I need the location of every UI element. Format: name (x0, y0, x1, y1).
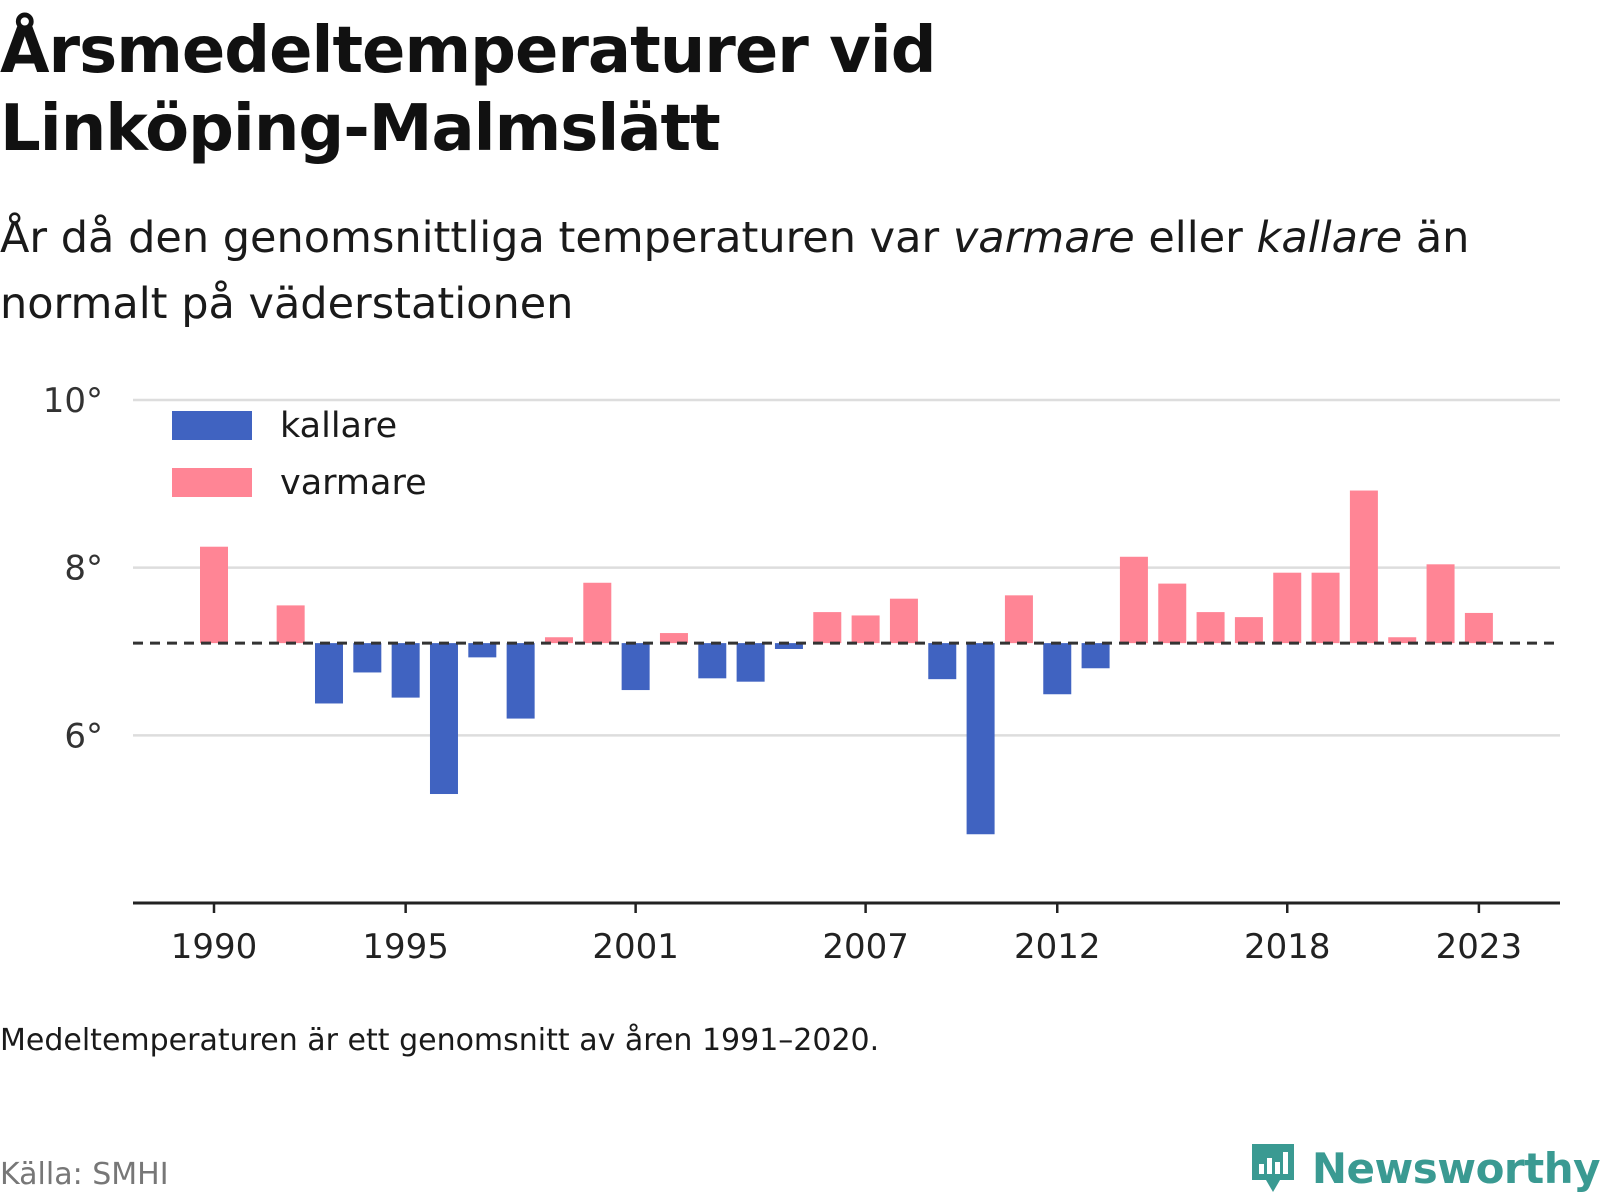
bar-warm (1158, 583, 1187, 644)
subtitle-text-middle: eller (1134, 213, 1257, 263)
subtitle-text-end: än normalt på väderstationen (0, 213, 1470, 329)
bar-warm (544, 637, 573, 644)
bar-warm (1273, 572, 1302, 644)
x-tick-label: 2001 (592, 927, 679, 967)
legend-swatch-varmare (172, 468, 252, 497)
bar-warm (1464, 612, 1493, 644)
bars (200, 490, 1493, 835)
grid-lines (133, 398, 1560, 737)
chart-title: Årsmedeltemperaturer vid Linköping-Malms… (0, 14, 937, 166)
x-tick-label: 1995 (362, 927, 449, 967)
y-tick-label: 6° (64, 716, 103, 756)
footnote: Medeltemperaturen är ett genomsnitt av å… (0, 1023, 880, 1058)
y-tick-label: 10° (43, 381, 103, 421)
bar-cold (774, 643, 803, 649)
bar-warm (1388, 637, 1417, 644)
x-tick-label: 2023 (1436, 927, 1523, 967)
subtitle-text-start: År då den genomsnittliga temperaturen va… (0, 213, 953, 263)
legend-swatch-kallare (172, 411, 252, 440)
x-tick-label: 2018 (1244, 927, 1331, 967)
subtitle-warm-word: varmare (952, 213, 1135, 263)
bar-warm (583, 582, 612, 644)
bar-cold (966, 643, 995, 835)
bar-cold (314, 643, 343, 704)
bar-warm (1349, 490, 1378, 644)
brand-logo[interactable]: Newsworthy (1248, 1140, 1600, 1196)
bar-warm (1004, 595, 1033, 644)
bar-warm (276, 605, 305, 644)
bar-warm (1426, 564, 1455, 644)
y-axis-ticks: 6° 8° 10° (43, 381, 103, 756)
temperature-bar-chart: 6° 8° 10° 1990 1995 2001 2007 2012 2018 2023 kal… (43, 381, 1560, 967)
bar-warm (1311, 572, 1340, 644)
x-tick-label: 2012 (1014, 927, 1101, 967)
source-label: Källa: SMHI (0, 1157, 169, 1192)
bar-cold (621, 643, 650, 691)
bar-warm (851, 615, 880, 644)
newsworthy-logo-icon (1251, 1144, 1294, 1192)
bar-cold (353, 643, 382, 673)
bar-warm (200, 546, 228, 644)
bar-cold (928, 643, 957, 680)
x-axis-ticks: 1990 1995 2001 2007 2012 2018 2023 (171, 903, 1522, 967)
bar-cold (391, 643, 420, 698)
bar-cold (1081, 643, 1110, 669)
legend-label-varmare: varmare (280, 463, 427, 503)
bar-cold (468, 643, 497, 658)
bar-warm (1119, 556, 1148, 644)
chart-subtitle: År då den genomsnittliga temperaturen va… (0, 205, 1560, 337)
y-tick-label: 8° (64, 549, 103, 589)
bar-cold (698, 643, 727, 679)
x-tick-label: 1990 (171, 927, 258, 967)
x-tick-label: 2007 (822, 927, 909, 967)
bar-warm (1234, 617, 1263, 644)
bar-warm (813, 612, 842, 644)
bar-warm (889, 598, 918, 644)
subtitle-cold-word: kallare (1256, 213, 1403, 263)
bar-cold (429, 643, 458, 795)
bar-warm (1196, 612, 1225, 644)
legend-label-kallare: kallare (280, 406, 397, 446)
bar-cold (736, 643, 765, 682)
bar-cold (506, 643, 535, 719)
bar-warm (659, 633, 688, 644)
bar-cold (1043, 643, 1072, 695)
legend[interactable]: kallare varmare (172, 406, 427, 503)
brand-name: Newsworthy (1311, 1143, 1600, 1193)
